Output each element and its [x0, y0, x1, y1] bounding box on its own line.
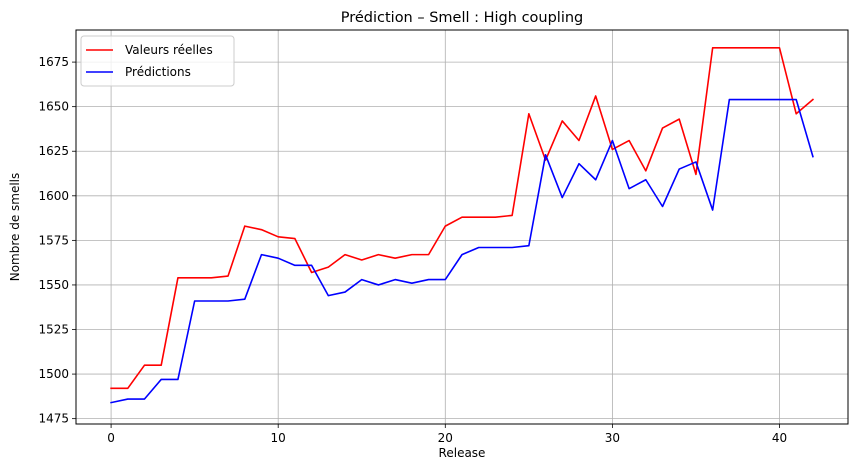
y-tick-label: 1600: [38, 189, 69, 203]
y-tick-label: 1525: [38, 323, 69, 337]
y-tick-label: 1625: [38, 144, 69, 158]
grid-lines: [76, 30, 848, 424]
plot-frame: [75, 29, 849, 425]
series-line-predictions: [110, 98, 814, 404]
legend: Valeurs réelles Prédictions: [80, 35, 235, 87]
y-tick-label: 1675: [38, 55, 69, 69]
x-axis-label: Release: [439, 446, 486, 460]
series-layer: [110, 47, 815, 404]
x-tick-label: 30: [605, 431, 620, 445]
y-axis: 1475 1500 1525 1550 1575 1600 1625 1650 1675: [38, 55, 76, 426]
x-tick-label: 0: [107, 431, 115, 445]
legend-label-predictions: Prédictions: [125, 65, 191, 79]
y-tick-label: 1575: [38, 233, 69, 247]
chart-title: Prédiction – Smell : High coupling: [341, 10, 584, 26]
x-tick-label: 20: [438, 431, 453, 445]
y-axis-label: Nombre de smells: [8, 173, 22, 282]
x-axis: 0 10 20 30 40: [107, 424, 787, 445]
y-tick-label: 1500: [38, 367, 69, 381]
x-tick-label: 10: [271, 431, 286, 445]
series-line-valeurs-reelles: [110, 47, 815, 390]
y-tick-label: 1650: [38, 100, 69, 114]
x-tick-label: 40: [772, 431, 787, 445]
y-tick-label: 1550: [38, 278, 69, 292]
legend-box: [80, 35, 235, 87]
legend-label-valeurs-reelles: Valeurs réelles: [125, 43, 213, 57]
y-tick-label: 1475: [38, 412, 69, 426]
